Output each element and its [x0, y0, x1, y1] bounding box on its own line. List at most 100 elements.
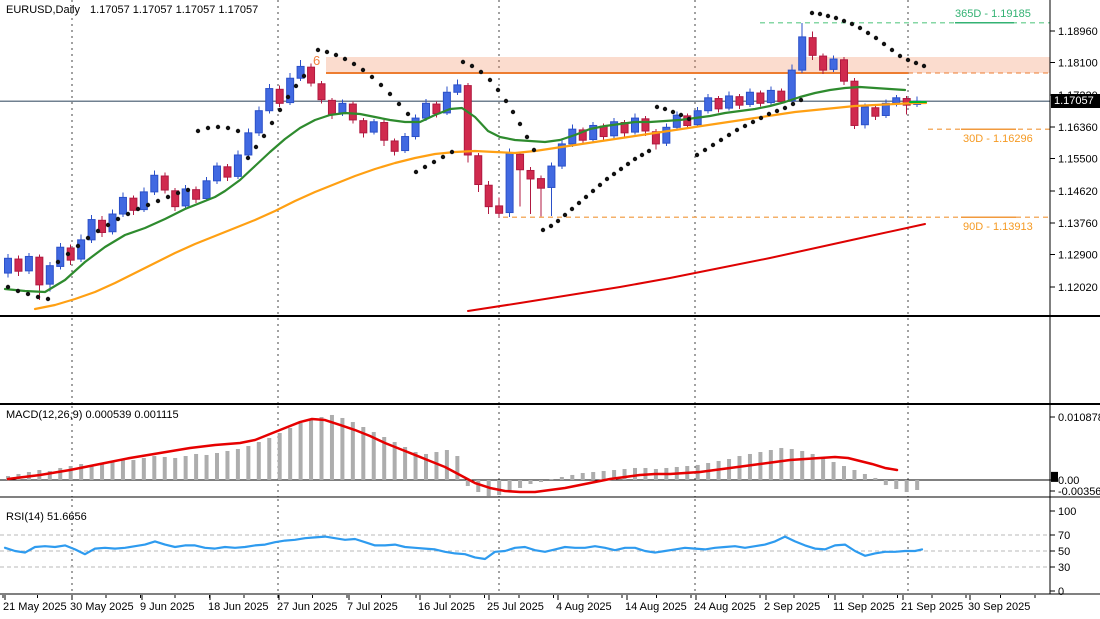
candle-down[interactable]	[777, 90, 786, 102]
candle-up[interactable]	[56, 246, 65, 267]
candle-down[interactable]	[327, 99, 336, 115]
candle-up[interactable]	[505, 152, 514, 214]
candle-up[interactable]	[453, 84, 462, 93]
candle-up[interactable]	[610, 121, 619, 137]
sar-dot	[881, 41, 887, 47]
candle-up[interactable]	[798, 36, 807, 71]
candle-down[interactable]	[14, 258, 23, 272]
level-90d-label[interactable]: 90D - 1.13913	[963, 221, 1033, 233]
candle-down[interactable]	[160, 175, 169, 191]
candle-up[interactable]	[422, 102, 430, 119]
candle-down[interactable]	[735, 96, 744, 106]
price-axis-label: 1.12900	[1058, 250, 1098, 262]
candle-down[interactable]	[359, 120, 368, 134]
sar-dot	[710, 142, 716, 148]
sar-dot	[342, 56, 348, 62]
candle-down[interactable]	[390, 140, 399, 152]
candle-up[interactable]	[213, 165, 221, 182]
sar-dot	[913, 60, 919, 66]
candle-down[interactable]	[380, 122, 389, 141]
candle-up[interactable]	[233, 154, 242, 177]
candle-down[interactable]	[871, 107, 880, 117]
candle-up[interactable]	[892, 97, 901, 104]
sar-dot	[478, 69, 484, 75]
candle-down[interactable]	[171, 190, 180, 208]
candle-up[interactable]	[369, 121, 378, 133]
candle-down[interactable]	[578, 129, 587, 141]
candle-down[interactable]	[641, 118, 650, 132]
candle-up[interactable]	[662, 126, 671, 144]
candle-up[interactable]	[766, 89, 775, 104]
candle-up[interactable]	[296, 65, 305, 79]
candle-down[interactable]	[432, 103, 441, 115]
sar-dot	[422, 164, 428, 170]
sar-dot	[55, 259, 61, 265]
candle-down[interactable]	[317, 83, 326, 101]
candle-up[interactable]	[557, 143, 566, 167]
candle-down[interactable]	[516, 153, 525, 171]
candle-down[interactable]	[307, 66, 316, 84]
candle-down[interactable]	[463, 85, 472, 156]
candle-up[interactable]	[411, 117, 420, 138]
candle-down[interactable]	[526, 169, 535, 180]
candle-up[interactable]	[881, 102, 890, 117]
candle-up[interactable]	[829, 58, 838, 70]
macd-histogram-bar	[215, 453, 219, 480]
candle-down[interactable]	[683, 115, 692, 126]
candle-down[interactable]	[756, 92, 765, 104]
candle-up[interactable]	[87, 219, 96, 241]
candle-down[interactable]	[714, 98, 723, 110]
candle-up[interactable]	[45, 265, 54, 285]
candle-up[interactable]	[265, 88, 274, 112]
candle-up[interactable]	[108, 213, 117, 233]
candle-up[interactable]	[704, 97, 713, 112]
candle-down[interactable]	[651, 131, 660, 145]
candle-down[interactable]	[819, 55, 828, 71]
candle-up[interactable]	[286, 77, 295, 104]
candle-up[interactable]	[745, 91, 754, 105]
candle-down[interactable]	[850, 80, 859, 126]
candle-up[interactable]	[442, 91, 451, 114]
candle-up[interactable]	[24, 255, 33, 272]
candle-down[interactable]	[98, 219, 107, 233]
candle-down[interactable]	[840, 59, 848, 82]
candle-up[interactable]	[4, 257, 12, 274]
candle-up[interactable]	[139, 191, 148, 211]
candle-down[interactable]	[192, 189, 201, 200]
level-365d-label[interactable]: 365D - 1.19185	[955, 8, 1031, 20]
candle-up[interactable]	[401, 136, 410, 152]
candle-up[interactable]	[181, 188, 190, 207]
sar-dot	[562, 212, 568, 218]
candle-up[interactable]	[860, 106, 869, 126]
candle-up[interactable]	[787, 69, 796, 102]
candle-up[interactable]	[77, 239, 86, 260]
candle-up[interactable]	[118, 196, 127, 215]
candle-down[interactable]	[223, 166, 232, 178]
candle-up[interactable]	[202, 180, 211, 200]
candle-down[interactable]	[495, 205, 504, 214]
candle-up[interactable]	[244, 132, 253, 156]
sar-dot	[440, 154, 446, 160]
sar-dot	[45, 296, 51, 302]
candle-up[interactable]	[254, 110, 263, 134]
macd-histogram-bar	[633, 467, 637, 480]
candle-down[interactable]	[474, 155, 483, 186]
level-30d-label[interactable]: 30D - 1.16296	[963, 133, 1033, 145]
sar-dot	[25, 291, 31, 297]
candle-down[interactable]	[275, 88, 284, 104]
candle-down[interactable]	[35, 256, 44, 286]
price-axis-label: 1.14620	[1058, 186, 1098, 198]
macd-histogram-bar	[883, 480, 888, 486]
candle-up[interactable]	[631, 117, 639, 133]
candle-up[interactable]	[547, 165, 556, 188]
candle-up[interactable]	[589, 124, 598, 140]
candle-down[interactable]	[536, 178, 545, 189]
candle-up[interactable]	[725, 95, 734, 109]
candle-down[interactable]	[348, 103, 357, 121]
candle-down[interactable]	[129, 197, 138, 211]
candle-down[interactable]	[808, 37, 817, 56]
bid-price-box: 1.17057	[1051, 94, 1100, 108]
candle-up[interactable]	[150, 174, 159, 193]
candle-down[interactable]	[484, 184, 493, 208]
